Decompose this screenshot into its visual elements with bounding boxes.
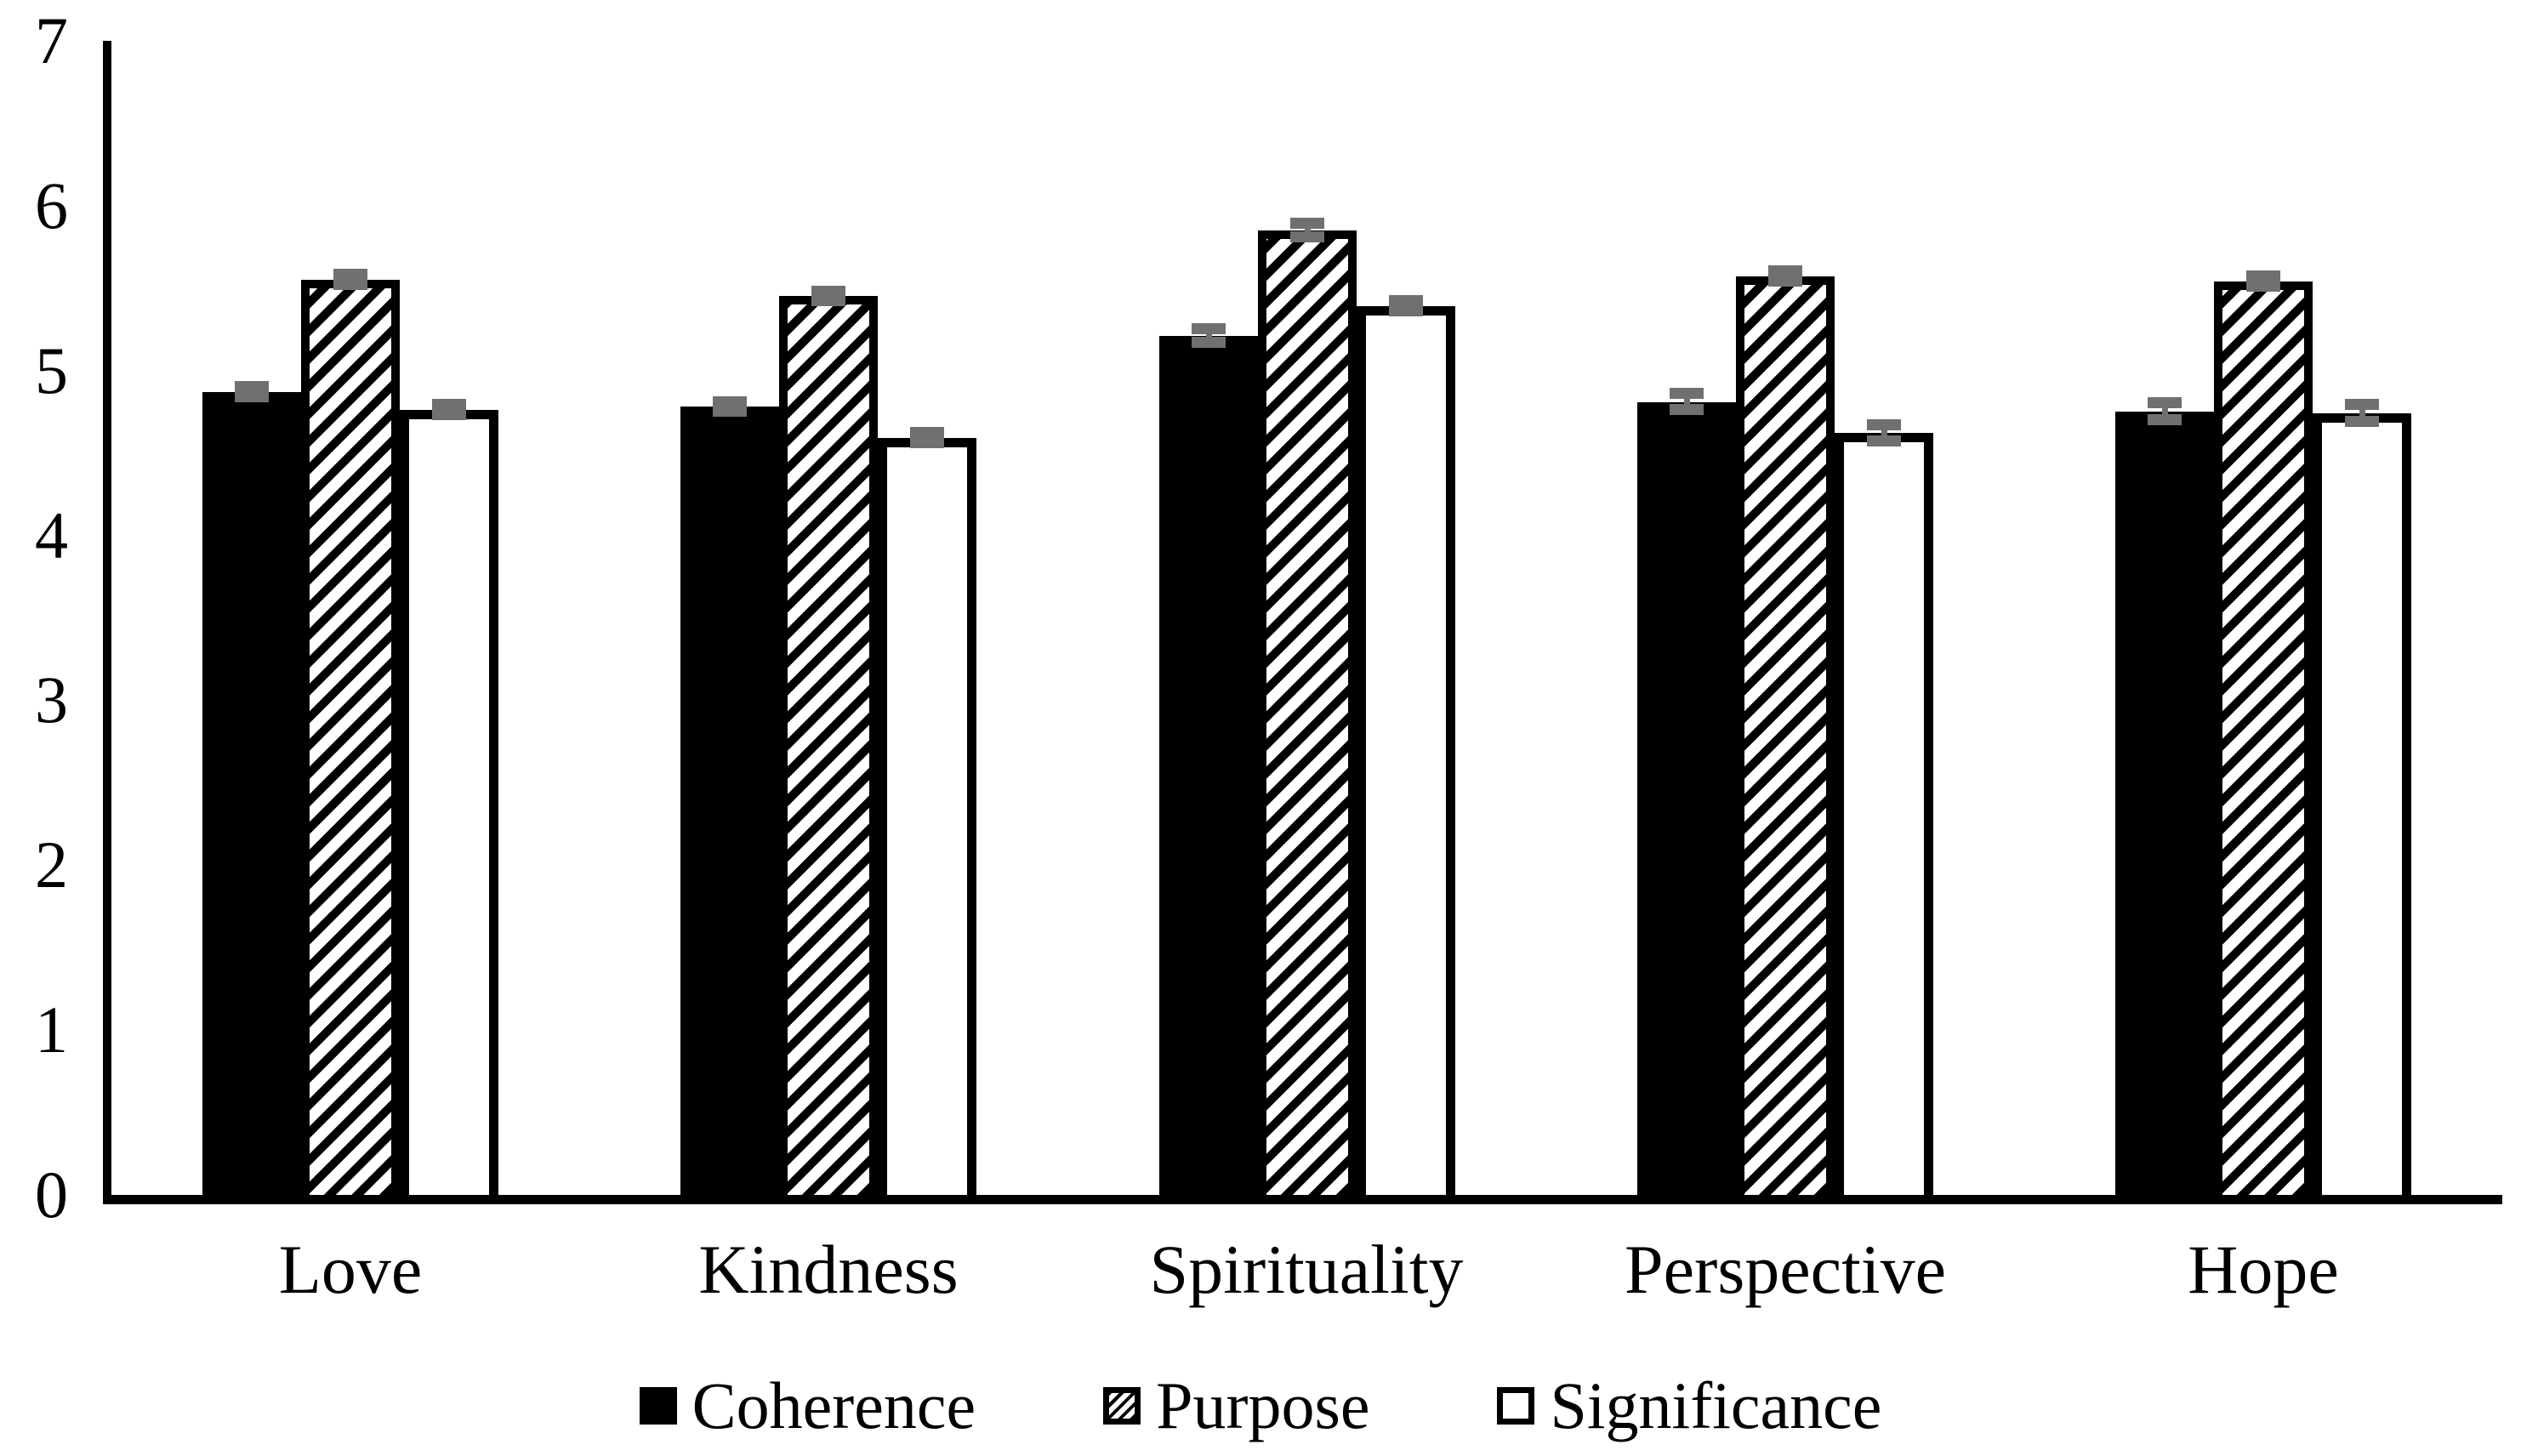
error-bar-lower-cap-purpose-kindness (811, 295, 845, 306)
bar-significance-love (400, 410, 498, 1195)
error-bar-lower-cap-purpose-spirituality (1290, 231, 1324, 242)
bar-purpose-kindness (779, 296, 878, 1195)
bar-purpose-spirituality (1258, 230, 1357, 1195)
error-bar-lower-cap-significance-kindness (910, 437, 944, 448)
legend-item-coherence: Coherence (639, 1368, 976, 1442)
legend-label-purpose: Purpose (1156, 1368, 1370, 1442)
error-bar-upper-cap-significance-love (432, 399, 466, 410)
error-bar-lower-cap-significance-love (432, 409, 466, 420)
y-tick-label-5: 5 (35, 333, 68, 407)
category-label-spirituality: Spirituality (1149, 1231, 1464, 1308)
error-bar-upper-cap-significance-spirituality (1389, 295, 1423, 306)
bar-significance-hope (2313, 413, 2411, 1195)
category-label-kindness: Kindness (698, 1231, 959, 1308)
legend-swatch-coherence-icon (639, 1387, 677, 1425)
legend-label-significance: Significance (1550, 1368, 1882, 1442)
error-bar-lower-cap-coherence-spirituality (1192, 337, 1226, 348)
error-bar-lower-cap-purpose-hope (2246, 281, 2280, 292)
bar-coherence-hope (2115, 412, 2214, 1195)
y-tick-label-4: 4 (35, 498, 68, 572)
error-bar-upper-cap-significance-hope (2345, 399, 2379, 410)
bar-significance-perspective (1835, 433, 1933, 1195)
error-bar-lower-cap-coherence-kindness (713, 406, 747, 417)
error-bar-whisker-coherence-spirituality (1206, 323, 1212, 348)
error-bar-upper-cap-purpose-love (333, 269, 367, 280)
error-bar-whisker-significance-hope (2359, 399, 2365, 427)
category-label-love: Love (278, 1231, 423, 1308)
error-bar-lower-cap-significance-perspective (1867, 435, 1901, 446)
legend-label-coherence: Coherence (691, 1368, 976, 1442)
error-bar-lower-cap-coherence-love (235, 391, 269, 402)
y-tick-label-6: 6 (35, 168, 68, 242)
error-bar-lower-cap-purpose-perspective (1768, 276, 1802, 287)
error-bar-upper-cap-significance-kindness (910, 427, 944, 438)
error-bar-upper-cap-coherence-kindness (713, 396, 747, 407)
bar-coherence-perspective (1637, 402, 1736, 1195)
error-bar-upper-cap-coherence-love (235, 381, 269, 392)
y-tick-label-0: 0 (35, 1157, 68, 1231)
error-bar-upper-cap-purpose-spirituality (1290, 218, 1324, 229)
error-bar-upper-cap-coherence-perspective (1670, 388, 1704, 399)
bar-purpose-love (301, 280, 400, 1195)
y-axis-line (103, 41, 111, 1204)
bar-significance-spirituality (1357, 306, 1455, 1195)
error-bar-upper-cap-coherence-spirituality (1192, 323, 1226, 334)
bar-significance-kindness (878, 438, 976, 1195)
error-bar-lower-cap-purpose-love (333, 279, 367, 290)
error-bar-whisker-coherence-hope (2162, 397, 2168, 425)
error-bar-lower-cap-significance-spirituality (1389, 305, 1423, 316)
error-bar-lower-cap-coherence-hope (2148, 414, 2182, 425)
error-bar-upper-cap-purpose-perspective (1768, 265, 1802, 276)
y-tick-label-2: 2 (35, 828, 68, 901)
x-axis-line (103, 1195, 2502, 1204)
error-bar-whisker-purpose-spirituality (1305, 218, 1311, 242)
error-bar-whisker-significance-perspective (1881, 419, 1887, 446)
legend-item-significance: Significance (1497, 1370, 1881, 1442)
error-bar-lower-cap-significance-hope (2345, 416, 2379, 427)
y-tick-label-1: 1 (35, 992, 68, 1066)
legend: Coherence Purpose Significance (0, 1368, 2521, 1444)
bar-coherence-kindness (680, 407, 779, 1195)
error-bar-upper-cap-coherence-hope (2148, 397, 2182, 408)
legend-swatch-significance-icon (1497, 1387, 1535, 1425)
error-bar-whisker-coherence-perspective (1684, 388, 1690, 415)
y-tick-label-3: 3 (35, 663, 68, 737)
bar-purpose-hope (2214, 282, 2313, 1195)
bar-coherence-love (202, 392, 301, 1195)
legend-swatch-purpose-icon (1103, 1387, 1141, 1425)
error-bar-upper-cap-significance-perspective (1867, 419, 1901, 430)
error-bar-upper-cap-purpose-hope (2246, 270, 2280, 282)
y-tick-label-7: 7 (35, 3, 68, 77)
legend-item-purpose: Purpose (1103, 1370, 1369, 1442)
error-bar-upper-cap-purpose-kindness (811, 286, 845, 297)
bar-coherence-spirituality (1159, 336, 1258, 1195)
category-label-perspective: Perspective (1625, 1231, 1946, 1308)
bar-purpose-perspective (1736, 276, 1835, 1195)
error-bar-lower-cap-coherence-perspective (1670, 404, 1704, 415)
category-label-hope: Hope (2188, 1231, 2339, 1308)
